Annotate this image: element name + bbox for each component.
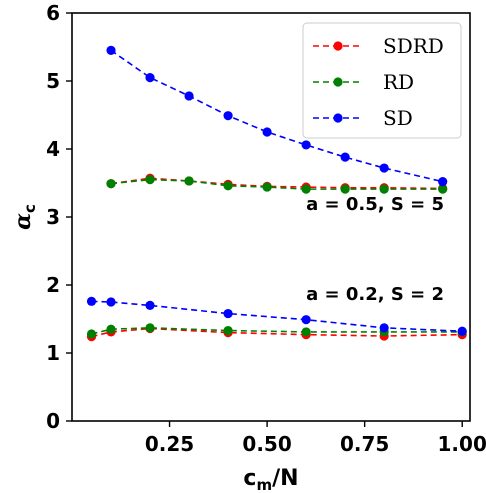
y-axis-ticks: 0 1 2 3 4 5 6 (46, 1, 72, 433)
series-line (110, 49, 443, 183)
data-point (145, 73, 155, 83)
data-point (301, 315, 311, 325)
data-point (262, 127, 272, 137)
legend-box (302, 22, 462, 139)
data-point (86, 329, 97, 339)
data-point (86, 296, 97, 306)
y-tick-label: 2 (46, 273, 60, 297)
data-point (106, 297, 116, 307)
x-axis-label: cm/N (243, 466, 298, 493)
data-point (106, 179, 116, 189)
data-point (301, 327, 311, 337)
data-point (184, 176, 194, 186)
data-point (379, 323, 389, 333)
x-tick-label: 0.75 (340, 432, 389, 456)
x-tick-label: 0.50 (242, 432, 291, 456)
data-point (379, 163, 389, 173)
data-point (184, 91, 194, 101)
data-point (379, 184, 389, 194)
data-point (301, 140, 311, 150)
legend-marker (333, 77, 343, 87)
data-point (340, 152, 350, 162)
y-tick-label: 3 (46, 205, 60, 229)
data-point (223, 325, 233, 336)
series-sd-a-0-2-s-2 (86, 296, 467, 336)
series-sd-a-0-5-s-5 (106, 45, 448, 187)
data-point (145, 323, 155, 333)
annotations: a = 0.5, S = 5 a = 0.2, S = 2 (306, 194, 444, 305)
data-point (106, 45, 116, 56)
legend-marker (333, 113, 343, 123)
legend-marker (333, 41, 343, 51)
data-point (223, 111, 233, 121)
y-tick-label: 6 (46, 1, 60, 25)
data-point (301, 184, 311, 194)
series-line (110, 177, 443, 190)
data-point (145, 300, 155, 310)
legend-label: SDRD (383, 34, 444, 58)
series-sdrd-a-0-2-s-2 (86, 323, 467, 342)
series-rd-a-0-5-s-5 (106, 175, 448, 194)
y-tick-label: 5 (46, 69, 60, 93)
series-line (110, 178, 443, 190)
legend: SDRD RD SD (302, 22, 462, 139)
series-sdrd-a-0-5-s-5 (106, 173, 448, 194)
annotation-label: a = 0.2, S = 2 (306, 284, 444, 305)
data-point (457, 326, 467, 336)
data-point (106, 324, 116, 334)
series-layer (86, 45, 467, 342)
data-point (145, 175, 155, 185)
data-point (223, 181, 233, 191)
series-rd-a-0-2-s-2 (86, 323, 467, 339)
y-tick-label: 0 (46, 409, 60, 433)
y-tick-label: 4 (46, 137, 60, 161)
x-tick-label: 1.00 (438, 432, 486, 456)
data-point (438, 184, 448, 194)
data-point (340, 184, 350, 194)
data-point (262, 182, 272, 192)
data-point (223, 308, 233, 319)
x-axis-ticks: 0.25 0.50 0.75 1.00 (145, 421, 486, 456)
data-point (438, 177, 448, 187)
legend-label: RD (383, 70, 414, 94)
y-tick-label: 1 (46, 341, 60, 365)
y-axis-label: αc (10, 204, 39, 230)
x-tick-label: 0.25 (145, 432, 194, 456)
annotation-label: a = 0.5, S = 5 (306, 194, 444, 215)
legend-label: SD (383, 106, 413, 130)
